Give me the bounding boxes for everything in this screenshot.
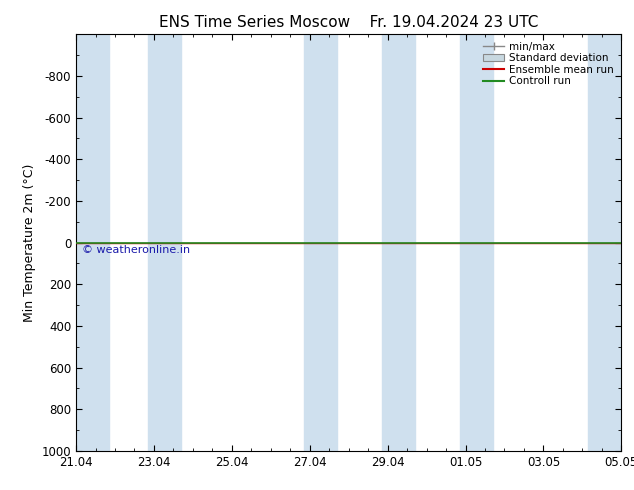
Y-axis label: Min Temperature 2m (°C): Min Temperature 2m (°C): [23, 163, 36, 322]
Bar: [304, 34, 337, 451]
Bar: [588, 34, 621, 451]
Bar: [460, 34, 493, 451]
Bar: [382, 34, 415, 451]
Title: ENS Time Series Moscow    Fr. 19.04.2024 23 UTC: ENS Time Series Moscow Fr. 19.04.2024 23…: [159, 15, 538, 30]
Legend: min/max, Standard deviation, Ensemble mean run, Controll run: min/max, Standard deviation, Ensemble me…: [481, 40, 616, 88]
Bar: [148, 34, 181, 451]
Bar: [76, 34, 109, 451]
Text: © weatheronline.in: © weatheronline.in: [82, 245, 190, 255]
